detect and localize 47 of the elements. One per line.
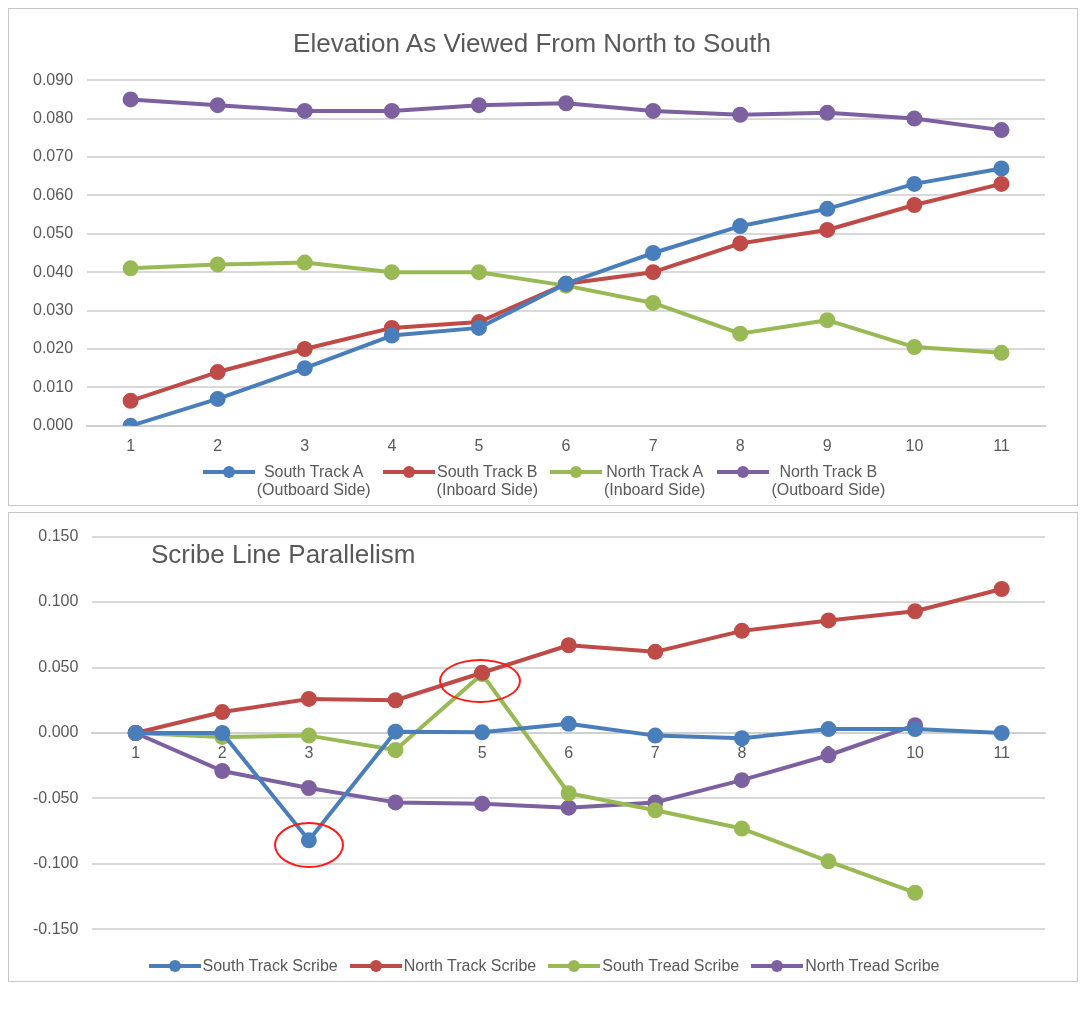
x-tick-label: 1 xyxy=(126,436,136,454)
x-tick-label: 8 xyxy=(735,436,745,454)
x-tick-label: 2 xyxy=(217,744,227,762)
y-tick-label: -0.150 xyxy=(32,919,79,937)
x-tick-label: 3 xyxy=(300,436,310,454)
x-tick-label: 10 xyxy=(905,436,924,454)
legend-label: North Track B (Outboard Side) xyxy=(771,463,886,499)
x-tick-label: 7 xyxy=(650,744,660,762)
y-tick-label: 0.040 xyxy=(32,262,74,280)
y-tick-label: 0.080 xyxy=(32,109,74,127)
chart-title: Scribe Line Parallelism xyxy=(151,539,416,570)
x-tick-label: 4 xyxy=(387,436,397,454)
x-tick-label: 5 xyxy=(477,744,487,762)
x-tick-label: 5 xyxy=(474,436,484,454)
y-tick-label: 0.000 xyxy=(38,723,79,741)
x-tick-label: 6 xyxy=(564,744,574,762)
y-tick-label: 0.010 xyxy=(32,377,74,395)
y-tick-label: 0.060 xyxy=(32,185,74,203)
legend-label: South Track A (Outboard Side) xyxy=(256,463,371,499)
legend-label: North Track A (Inboard Side) xyxy=(604,463,706,499)
legend-label: North Tread Scribe xyxy=(805,957,940,975)
y-tick-label: -0.050 xyxy=(32,788,79,806)
x-tick-label: 9 xyxy=(822,436,832,454)
x-tick-label: 2 xyxy=(213,436,223,454)
y-tick-label: -0.100 xyxy=(32,854,79,872)
chart-title: Elevation As Viewed From North to South xyxy=(293,27,771,58)
x-tick-label: 11 xyxy=(993,436,1010,454)
y-tick-label: 0.020 xyxy=(32,339,74,357)
y-tick-label: 0.100 xyxy=(38,592,79,610)
y-tick-label: 0.030 xyxy=(32,301,74,319)
x-tick-label: 8 xyxy=(737,744,747,762)
legend-label: South Track B (Inboard Side) xyxy=(436,463,538,499)
y-tick-label: 0.050 xyxy=(32,224,74,242)
y-tick-label: 0.070 xyxy=(32,147,74,165)
x-tick-label: 7 xyxy=(648,436,658,454)
y-tick-label: 0.090 xyxy=(32,70,74,88)
legend-label: South Track Scribe xyxy=(202,957,338,975)
y-tick-label: 0.050 xyxy=(38,657,79,675)
x-tick-label: 1 xyxy=(131,744,141,762)
x-tick-label: 6 xyxy=(561,436,571,454)
legend-label: South Tread Scribe xyxy=(602,957,740,975)
y-tick-label: 0.150 xyxy=(38,527,79,545)
x-tick-label: 11 xyxy=(993,744,1011,762)
y-tick-label: 0.000 xyxy=(32,416,74,434)
legend-label: North Track Scribe xyxy=(403,957,537,975)
x-tick-label: 10 xyxy=(906,744,925,762)
x-tick-label: 3 xyxy=(304,744,314,762)
